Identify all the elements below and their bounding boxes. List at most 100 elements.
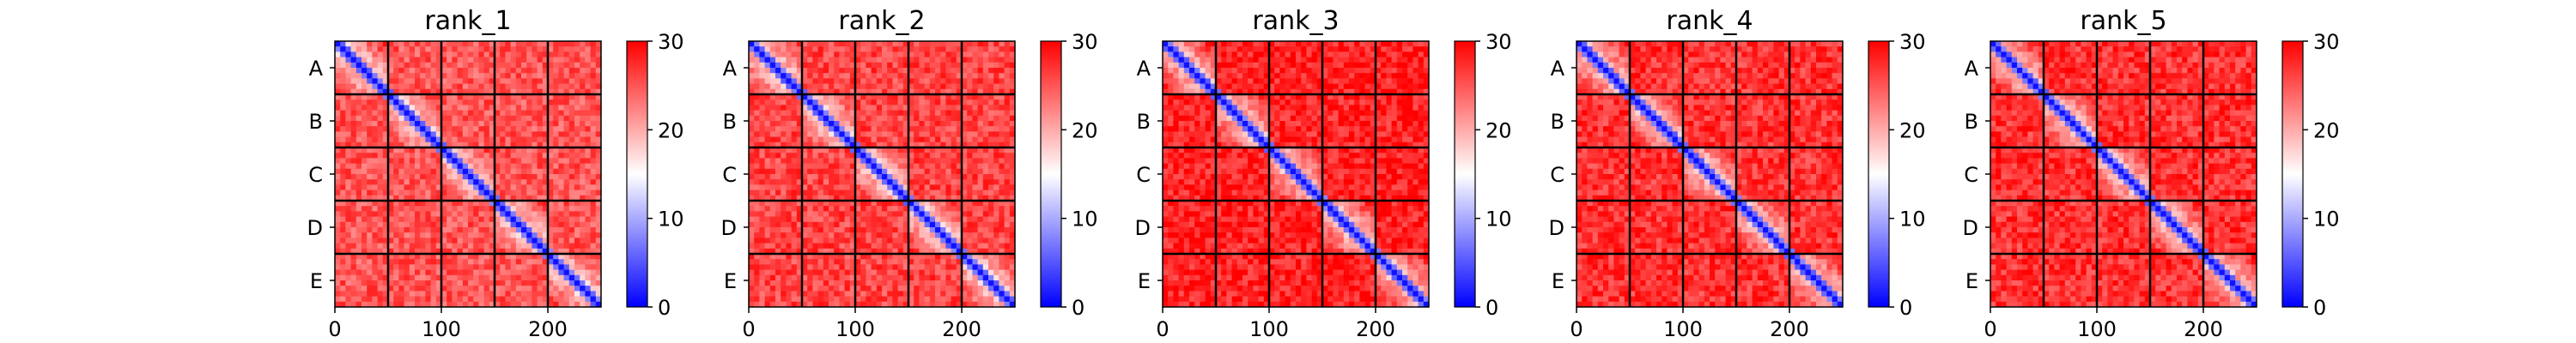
- heatmap-cell: [940, 131, 946, 137]
- heatmap-cell: [568, 291, 575, 297]
- heatmap-cell: [876, 291, 883, 297]
- heatmap-cell: [940, 110, 946, 117]
- heatmap-cell: [542, 57, 549, 63]
- heatmap-cell: [764, 153, 771, 159]
- heatmap-cell: [802, 88, 808, 95]
- heatmap-cell: [409, 41, 416, 47]
- heatmap-cell: [355, 94, 362, 100]
- heatmap-cell: [468, 41, 474, 47]
- heatmap-cell: [355, 274, 362, 281]
- heatmap-cell: [892, 274, 898, 281]
- heatmap-cell: [441, 158, 447, 164]
- heatmap-cell: [537, 147, 544, 153]
- heatmap-cell: [764, 68, 771, 74]
- heatmap-cell: [871, 201, 878, 207]
- heatmap-cell: [563, 68, 570, 74]
- heatmap-cell: [993, 179, 999, 185]
- heatmap-cell: [500, 184, 506, 190]
- heatmap-cell: [574, 136, 580, 143]
- heatmap-cell: [855, 201, 861, 207]
- heatmap-cell: [919, 296, 925, 303]
- heatmap-cell: [988, 131, 994, 137]
- heatmap-cell: [515, 254, 522, 260]
- heatmap-cell: [993, 126, 999, 132]
- heatmap-cell: [377, 286, 384, 292]
- heatmap-cell: [388, 274, 394, 281]
- heatmap-cell: [404, 41, 410, 47]
- heatmap-cell: [892, 190, 898, 196]
- heatmap-cell: [914, 147, 920, 153]
- heatmap-cell: [415, 254, 421, 260]
- heatmap-cell: [786, 238, 792, 244]
- heatmap-cell: [892, 141, 898, 148]
- heatmap-cell: [361, 163, 368, 170]
- heatmap-cell: [892, 88, 898, 95]
- heatmap-cell: [452, 211, 458, 217]
- heatmap-cell: [388, 269, 394, 276]
- heatmap-cell: [977, 163, 984, 170]
- heatmap-cell: [563, 291, 570, 297]
- heatmap-cell: [515, 46, 522, 52]
- heatmap-cell: [993, 206, 999, 212]
- heatmap-cell: [972, 206, 978, 212]
- heatmap-cell: [425, 73, 431, 79]
- heatmap-cell: [839, 99, 845, 105]
- heatmap-cell: [585, 179, 591, 185]
- heatmap-cell: [563, 243, 570, 250]
- heatmap-cell: [951, 136, 957, 143]
- heatmap-cell: [834, 68, 840, 74]
- heatmap-cell: [526, 78, 532, 84]
- heatmap-cell: [802, 201, 808, 207]
- heatmap-cell: [791, 99, 798, 105]
- heatmap-cell: [526, 62, 532, 69]
- heatmap-cell: [929, 190, 936, 196]
- heatmap-cell: [999, 62, 1005, 69]
- heatmap-cell: [887, 158, 893, 164]
- heatmap-cell: [914, 274, 920, 281]
- heatmap-cell: [786, 131, 792, 137]
- heatmap-cell: [350, 94, 357, 100]
- heatmap-cell: [398, 184, 404, 190]
- heatmap-cell: [988, 238, 994, 244]
- heatmap-cell: [812, 46, 818, 52]
- heatmap-cell: [382, 254, 389, 260]
- heatmap-cell: [415, 211, 421, 217]
- heatmap-cell: [749, 73, 755, 79]
- heatmap-cell: [823, 201, 829, 207]
- heatmap-cell: [791, 232, 798, 238]
- heatmap-cell: [393, 78, 399, 84]
- heatmap-cell: [355, 163, 362, 170]
- heatmap-cell: [844, 131, 851, 137]
- heatmap-cell: [802, 78, 808, 84]
- heatmap-cell: [908, 168, 914, 175]
- heatmap-cell: [754, 190, 760, 196]
- heatmap-cell: [962, 94, 968, 100]
- heatmap-cell: [940, 206, 946, 212]
- heatmap-cell: [473, 264, 479, 270]
- heatmap-cell: [526, 195, 532, 202]
- heatmap-cell: [999, 83, 1005, 90]
- heatmap-cell: [377, 121, 384, 127]
- heatmap-cell: [505, 68, 511, 74]
- heatmap-cell: [977, 243, 984, 250]
- heatmap-cell: [377, 248, 384, 255]
- heatmap-cell: [988, 62, 994, 69]
- heatmap-cell: [430, 248, 437, 255]
- heatmap-cell: [420, 232, 426, 238]
- heatmap-cell: [478, 88, 484, 95]
- heatmap-cell: [532, 46, 538, 52]
- heatmap-cell: [367, 163, 373, 170]
- heatmap-cell: [574, 264, 580, 270]
- heatmap-cell: [350, 264, 357, 270]
- heatmap-cell: [967, 274, 973, 281]
- heatmap-cell: [595, 254, 602, 260]
- heatmap-cell: [817, 238, 824, 244]
- heatmap-cell: [844, 105, 851, 111]
- heatmap-cell: [967, 264, 973, 270]
- heatmap-cell: [398, 163, 404, 170]
- heatmap-cell: [829, 163, 835, 170]
- heatmap-cell: [924, 274, 931, 281]
- heatmap-cell: [415, 201, 421, 207]
- heatmap-cell: [521, 99, 527, 105]
- heatmap-cell: [775, 221, 781, 228]
